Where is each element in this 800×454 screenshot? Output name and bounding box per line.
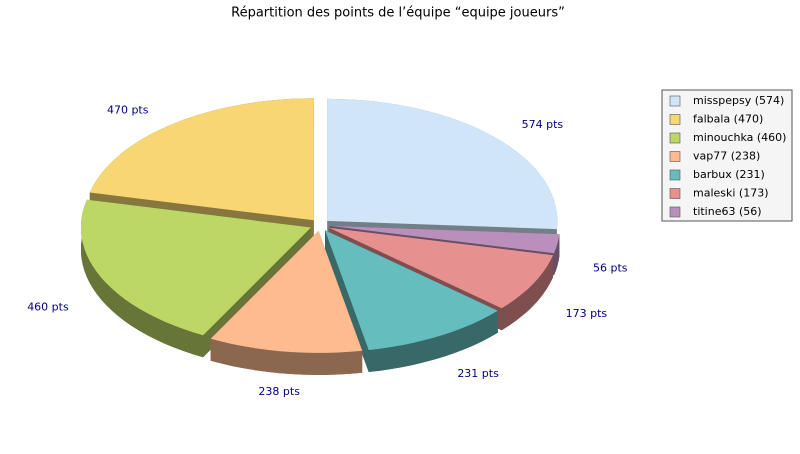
legend-label: falbala (470) [693, 113, 763, 126]
slice-side [210, 338, 363, 375]
legend-label: maleski (173) [693, 187, 769, 200]
legend-label: titine63 (56) [693, 205, 762, 218]
chart-title: Répartition des points de l’équipe “equi… [231, 6, 565, 21]
pie: 574 pts 470 pts 460 pts 238 pts 231 pts 173 p… [27, 98, 628, 398]
legend-swatch [669, 169, 681, 181]
slice [328, 227, 553, 309]
slice [210, 230, 363, 353]
legend-box [661, 89, 793, 222]
legend-label: minouchka (460) [693, 131, 786, 144]
legend-swatch [669, 188, 681, 199]
legend-swatch [669, 151, 681, 162]
data-label: 173 pts [566, 307, 608, 320]
legend-swatch [669, 114, 681, 125]
slice [81, 199, 311, 336]
slice [329, 225, 560, 254]
data-label: 56 pts [593, 261, 628, 274]
slice-side [554, 234, 560, 276]
data-label: 574 pts [522, 118, 564, 131]
legend-swatch [669, 206, 681, 218]
legend-label: misspepsy (574) [693, 94, 784, 107]
slice-side [81, 199, 204, 358]
slice-side [501, 255, 553, 331]
legend-swatch [669, 95, 681, 107]
data-label: 460 pts [27, 301, 69, 314]
legend-swatch [669, 132, 681, 144]
slice-side [325, 230, 369, 372]
legend-label: vap77 (238) [693, 150, 760, 163]
slice-side [368, 310, 498, 372]
slice [89, 98, 314, 221]
data-label: 231 pts [457, 367, 499, 380]
data-label: 470 pts [107, 103, 149, 116]
legend: misspepsy (574) falbala (470) minouchka (4… [661, 89, 793, 222]
slice [325, 230, 498, 350]
data-label: 238 pts [258, 385, 300, 398]
slice [327, 98, 558, 230]
legend-label: barbux (231) [693, 168, 765, 181]
